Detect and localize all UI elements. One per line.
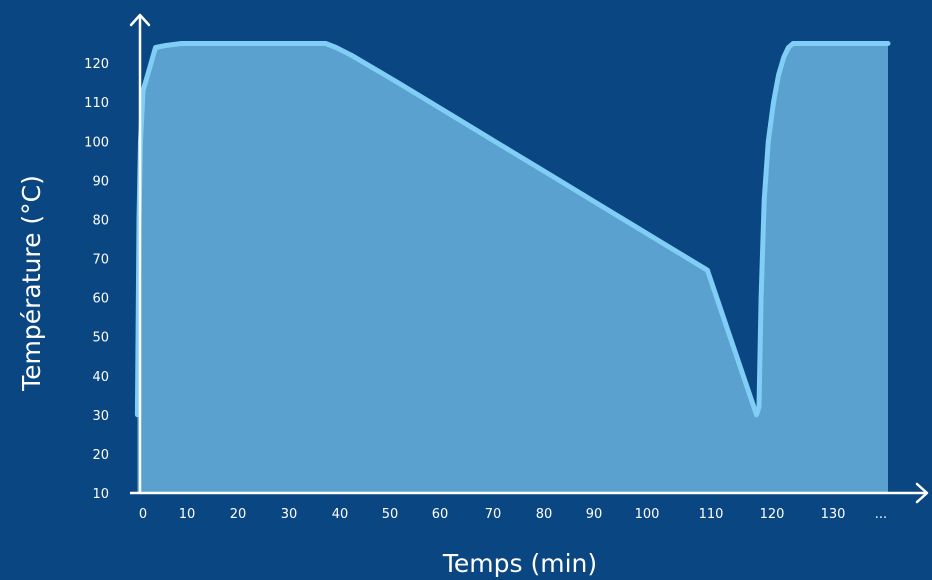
y-axis-title: Température (°C) — [17, 175, 46, 392]
x-axis-arrow-icon — [915, 482, 929, 504]
axes — [129, 13, 929, 504]
y-tick-label: 40 — [92, 370, 109, 385]
y-tick-label: 100 — [84, 135, 109, 150]
y-axis-arrow-icon — [129, 13, 151, 27]
x-tick-label: 60 — [432, 507, 449, 522]
x-tick-label: 40 — [332, 507, 349, 522]
y-tick-label: 20 — [92, 448, 109, 463]
y-tick-label: 110 — [84, 96, 109, 111]
y-tick-labels: 10 20 30 40 50 60 70 80 90 100 110 120 — [84, 57, 109, 502]
x-tick-label: 130 — [821, 507, 846, 522]
y-tick-label: 120 — [84, 57, 109, 72]
y-tick-label: 90 — [92, 174, 109, 189]
y-tick-label: 30 — [92, 409, 109, 424]
x-tick-label: 90 — [586, 507, 603, 522]
series-line — [134, 41, 891, 418]
x-tick-labels: 0 10 20 30 40 50 60 70 80 90 100 110 120 130... — [139, 507, 887, 522]
x-tick-label: 30 — [281, 507, 298, 522]
x-tick-label: 80 — [536, 507, 553, 522]
x-tick-label: ... — [875, 507, 887, 522]
series-area-fill — [137, 43, 888, 493]
x-tick-label: 50 — [382, 507, 399, 522]
x-tick-label: 120 — [760, 507, 785, 522]
y-tick-label: 70 — [92, 253, 109, 268]
x-tick-label: 70 — [485, 507, 502, 522]
x-tick-label: 20 — [230, 507, 247, 522]
x-tick-label: 100 — [635, 507, 660, 522]
x-tick-label: 10 — [179, 507, 196, 522]
y-tick-label: 50 — [92, 331, 109, 346]
x-axis-title: Temps (min) — [442, 549, 597, 578]
y-tick-label: 60 — [92, 292, 109, 307]
y-tick-label: 10 — [92, 487, 109, 502]
y-tick-label: 80 — [92, 213, 109, 228]
x-tick-label: 0 — [139, 507, 147, 522]
x-tick-label: 110 — [699, 507, 724, 522]
